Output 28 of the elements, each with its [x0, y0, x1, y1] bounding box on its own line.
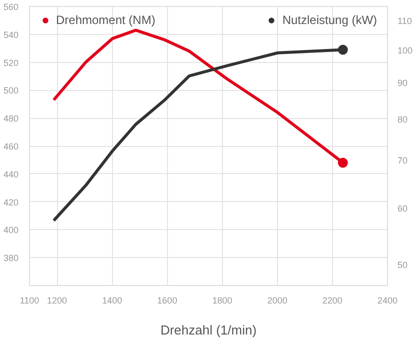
y2-tick-label: 100	[398, 45, 413, 56]
y2-tick-label: 110	[398, 16, 412, 26]
y2-tick-label: 80	[398, 114, 408, 124]
x-tick-label: 2400	[377, 296, 398, 306]
legend-label: Drehmoment (NM)	[56, 13, 156, 27]
y2-tick-label: 70	[398, 156, 408, 166]
x-tick-label: 1600	[157, 296, 178, 306]
y-tick-label: 460	[3, 142, 19, 152]
y-tick-label: 400	[3, 225, 19, 236]
y-tick-label: 420	[3, 197, 19, 208]
y-tick-label: 380	[3, 253, 19, 264]
y-tick-label: 440	[3, 169, 19, 180]
y-tick-label: 540	[3, 30, 19, 40]
y2-tick-label: 90	[398, 78, 408, 88]
x-tick-label: 1100	[20, 296, 40, 306]
x-tick-label: 1400	[102, 296, 122, 306]
legend-label: Nutzleistung (kW)	[282, 13, 378, 27]
y-tick-label: 500	[3, 86, 19, 96]
x-tick-label: 1200	[47, 296, 68, 306]
y-tick-label: 520	[3, 58, 19, 68]
y2-tick-label: 60	[398, 203, 408, 214]
y-tick-label: 480	[3, 114, 19, 124]
x-tick-label: 2200	[322, 296, 342, 306]
y2-tick-label: 50	[398, 260, 408, 270]
y-tick-label: 560	[3, 2, 19, 12]
x-axis-title: Drehzahl (1/min)	[160, 322, 257, 338]
x-tick-label: 1800	[212, 296, 232, 306]
x-tick-label: 2000	[267, 296, 288, 306]
